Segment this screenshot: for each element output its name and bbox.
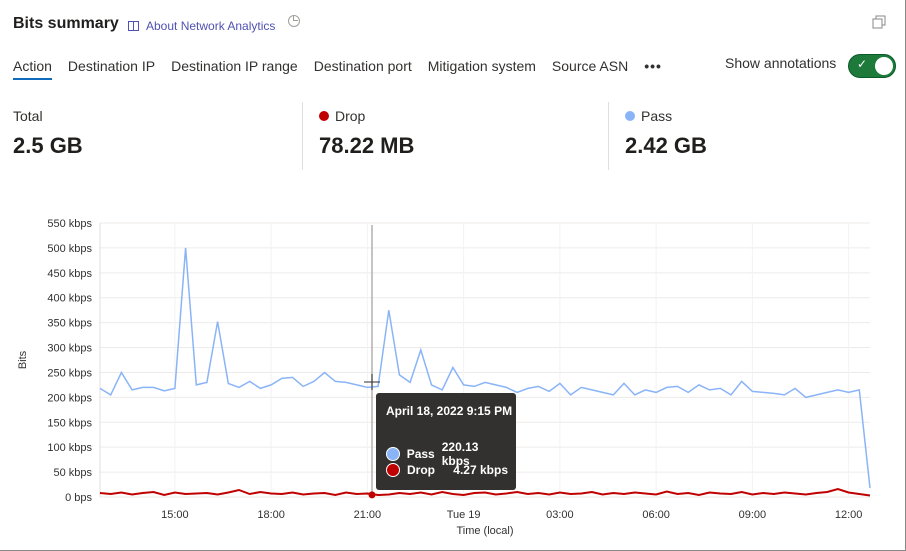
crosshair-cursor-icon bbox=[364, 374, 380, 390]
x-tick-label: 15:00 bbox=[161, 509, 189, 521]
tab-mitigation-system[interactable]: Mitigation system bbox=[427, 58, 536, 74]
metric-label: Pass bbox=[641, 108, 673, 124]
metric-value: 2.5 GB bbox=[13, 133, 83, 158]
y-tick-label: 250 kbps bbox=[47, 367, 92, 379]
x-tick-label: 18:00 bbox=[257, 509, 285, 521]
metric-pass: Pass 2.42 GB bbox=[625, 108, 707, 159]
tooltip-row-pass: Pass 220.13 kbps bbox=[386, 440, 508, 468]
series-name: Pass bbox=[406, 447, 435, 461]
metric-value: 2.42 GB bbox=[625, 133, 707, 158]
book-icon bbox=[128, 21, 139, 31]
divider bbox=[302, 102, 303, 170]
x-tick-label: 09:00 bbox=[739, 509, 767, 521]
history-icon[interactable] bbox=[288, 15, 300, 27]
metric-label: Total bbox=[13, 108, 43, 124]
y-tick-label: 50 kbps bbox=[53, 467, 92, 479]
series-line-drop bbox=[99, 487, 871, 497]
series-name: Drop bbox=[407, 463, 435, 477]
metric-label: Drop bbox=[335, 108, 366, 124]
hover-point-drop bbox=[368, 491, 376, 499]
annotations-label: Show annotations bbox=[725, 55, 837, 71]
tooltip-row-drop: Drop 4.27 kbps bbox=[386, 463, 508, 477]
tab-destination-ip[interactable]: Destination IP bbox=[67, 58, 156, 74]
y-tick-label: 350 kbps bbox=[47, 318, 92, 330]
x-tick-label: 06:00 bbox=[642, 509, 670, 521]
tooltip-title: April 18, 2022 9:15 PM bbox=[386, 404, 513, 418]
popout-icon[interactable] bbox=[872, 15, 886, 29]
series-value: 4.27 kbps bbox=[453, 463, 508, 477]
x-tick-label: 12:00 bbox=[835, 509, 863, 521]
y-tick-label: 500 kbps bbox=[47, 243, 92, 255]
y-axis-title: Bits bbox=[17, 350, 29, 369]
y-tick-label: 150 kbps bbox=[47, 417, 92, 429]
drop-dot-icon bbox=[386, 463, 400, 477]
tab-destination-ip-range[interactable]: Destination IP range bbox=[171, 58, 298, 74]
drop-dot-icon bbox=[319, 111, 329, 121]
y-tick-label: 450 kbps bbox=[47, 268, 92, 280]
metric-total: Total 2.5 GB bbox=[13, 108, 83, 159]
tab-source-asn[interactable]: Source ASN bbox=[551, 58, 629, 74]
pass-dot-icon bbox=[386, 447, 400, 461]
y-tick-label: 0 bps bbox=[65, 492, 92, 504]
bits-chart[interactable]: 0 bps 50 kbps 100 kbps 150 kbps 200 kbps 250 … bbox=[0, 200, 906, 545]
y-tick-label: 300 kbps bbox=[47, 343, 92, 355]
panel-title: Bits summary bbox=[13, 15, 119, 32]
x-axis-title: Time (local) bbox=[456, 525, 513, 537]
about-link-label: About Network Analytics bbox=[146, 19, 276, 33]
series-line-pass bbox=[99, 247, 871, 489]
metric-value: 78.22 MB bbox=[319, 133, 415, 158]
y-tick-label: 100 kbps bbox=[47, 442, 92, 454]
y-tick-label: 200 kbps bbox=[47, 392, 92, 404]
dimension-tabs: Action Destination IP Destination IP ran… bbox=[13, 58, 662, 80]
y-tick-label: 400 kbps bbox=[47, 293, 92, 305]
x-tick-label: Tue 19 bbox=[447, 509, 481, 521]
divider bbox=[608, 102, 609, 170]
x-tick-label: 03:00 bbox=[546, 509, 574, 521]
more-tabs-button[interactable]: ••• bbox=[644, 58, 662, 74]
x-tick-label: 21:00 bbox=[354, 509, 382, 521]
y-tick-label: 550 kbps bbox=[47, 218, 92, 230]
about-link[interactable]: About Network Analytics bbox=[128, 19, 275, 33]
series-value: 220.13 kbps bbox=[441, 440, 479, 468]
tab-destination-port[interactable]: Destination port bbox=[313, 58, 412, 74]
tab-action[interactable]: Action bbox=[13, 58, 52, 80]
annotations-toggle[interactable]: ✓ bbox=[848, 54, 896, 78]
metric-drop: Drop 78.22 MB bbox=[319, 108, 414, 159]
pass-dot-icon bbox=[625, 111, 635, 121]
chart-tooltip: April 18, 2022 9:15 PM Pass 220.13 kbps D… bbox=[376, 393, 516, 490]
check-icon: ✓ bbox=[857, 57, 868, 71]
